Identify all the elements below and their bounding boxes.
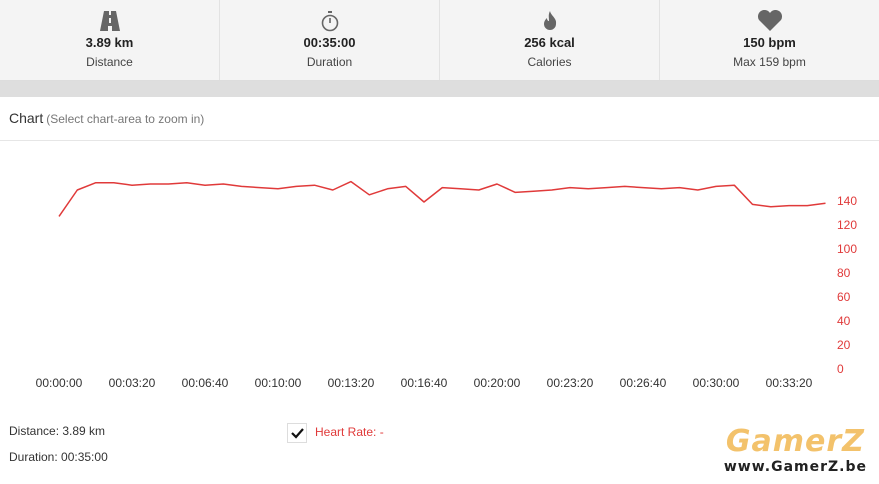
watermark-url: www.GamerZ.be (723, 459, 867, 475)
chart-hint: (Select chart-area to zoom in) (46, 112, 205, 126)
x-tick-label: 00:33:20 (766, 376, 813, 390)
x-tick-label: 00:23:20 (547, 376, 594, 390)
x-tick-label: 00:20:00 (474, 376, 521, 390)
stat-label: Max 159 bpm (733, 55, 806, 69)
stat-label: Duration (306, 55, 353, 69)
stopwatch-icon (321, 11, 338, 32)
watermark-brand: GamerZ (725, 424, 865, 459)
stat-label: Distance (86, 55, 133, 69)
stat-tile: 00:35:00 Duration (220, 0, 440, 80)
y-tick-label: 0 (837, 362, 844, 376)
stat-tile: 150 bpm Max 159 bpm (660, 0, 879, 80)
legend-entry[interactable]: Heart Rate: - (315, 425, 384, 439)
x-tick-label: 00:13:20 (328, 376, 375, 390)
stat-tile: 256 kcal Calories (440, 0, 660, 80)
divider-strip (0, 81, 879, 97)
y-tick-label: 20 (837, 338, 851, 352)
y-tick-label: 100 (837, 242, 857, 256)
heart-icon (757, 10, 782, 31)
chart-header: Chart (Select chart-area to zoom in) (0, 97, 879, 141)
stat-tile: 3.89 km Distance (0, 0, 220, 80)
y-tick-label: 120 (837, 218, 857, 232)
stat-label: Calories (527, 55, 572, 69)
stat-value: 3.89 km (85, 35, 134, 50)
x-tick-label: 00:16:40 (401, 376, 448, 390)
x-tick-label: 00:00:00 (36, 376, 83, 390)
x-tick-label: 00:03:20 (109, 376, 156, 390)
line-series (58, 180, 826, 217)
road-icon (99, 11, 120, 31)
x-tick-label: 00:10:00 (255, 376, 302, 390)
stat-value: 00:35:00 (303, 35, 356, 50)
x-tick-label: 00:30:00 (693, 376, 740, 390)
stats-bar: 3.89 km Distance 00:35:00 Duration 256 k… (0, 0, 879, 81)
y-tick-label: 60 (837, 290, 851, 304)
y-tick-label: 40 (837, 314, 851, 328)
flame-icon (543, 11, 556, 30)
x-tick-label: 00:26:40 (620, 376, 667, 390)
stat-value: 256 kcal (524, 35, 575, 50)
footer-line: Distance: 3.89 km (9, 424, 106, 438)
y-tick-label: 80 (837, 266, 851, 280)
legend-checkbox[interactable] (287, 423, 307, 443)
stat-value: 150 bpm (743, 35, 796, 50)
watermark: GamerZ www.GamerZ.be (724, 424, 867, 475)
footer-line: Duration: 00:35:00 (9, 450, 108, 464)
chart[interactable]: 0 20 40 60 80 100 120 140 00:00:00 00:03:20 00:06:… (0, 140, 879, 402)
y-tick-label: 140 (837, 194, 857, 208)
x-tick-label: 00:06:40 (182, 376, 229, 390)
chart-title: Chart (9, 110, 44, 126)
